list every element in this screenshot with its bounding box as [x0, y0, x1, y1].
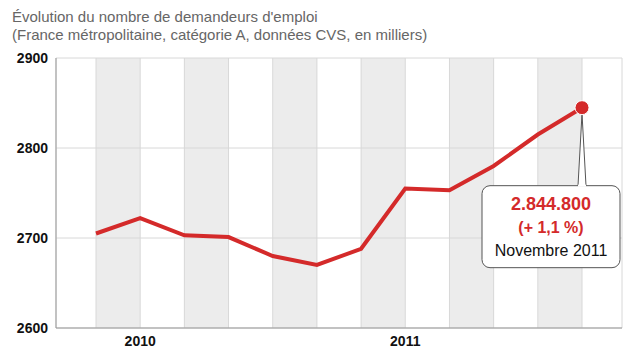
svg-text:2011: 2011 [390, 333, 421, 349]
svg-text:(+ 1,1 %): (+ 1,1 %) [518, 219, 583, 236]
svg-text:2800: 2800 [17, 140, 48, 156]
svg-text:2.844.800: 2.844.800 [511, 194, 591, 214]
svg-text:Novembre 2011: Novembre 2011 [495, 242, 608, 259]
svg-text:2900: 2900 [17, 50, 48, 66]
svg-text:2600: 2600 [17, 320, 48, 336]
svg-text:2700: 2700 [17, 230, 48, 246]
svg-text:2010: 2010 [125, 333, 156, 349]
html-text:(France métropolitaine, catégo: (France métropolitaine, catégorie A, don… [12, 26, 428, 43]
html-text:Évolution du nombre de demande: Évolution du nombre de demandeurs d'empl… [12, 8, 318, 25]
